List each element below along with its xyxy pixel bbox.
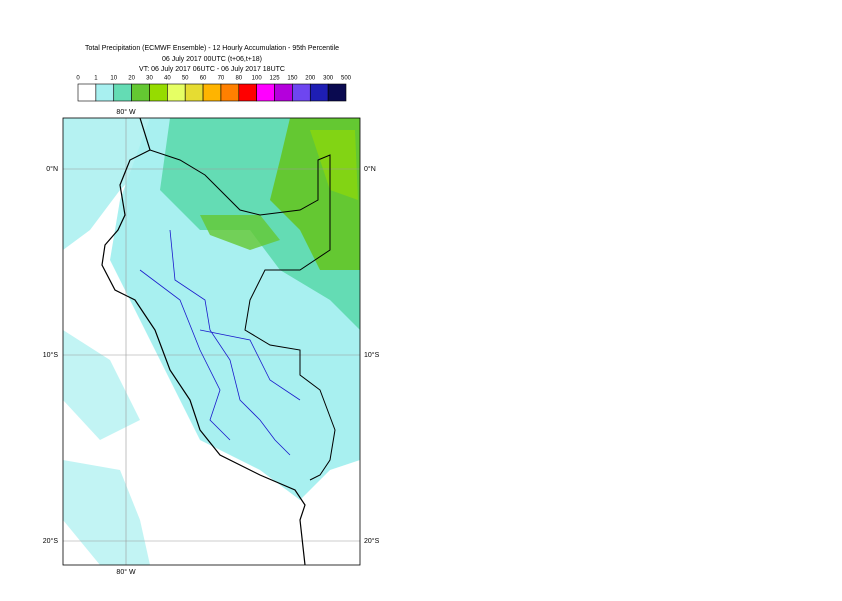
- colorbar-label: 300: [323, 76, 334, 82]
- colorbar-label: 60: [200, 76, 207, 82]
- colorbar-box: [309, 83, 329, 102]
- colorbar-label: 500: [341, 76, 352, 82]
- colorbar-label: 100: [252, 76, 263, 82]
- colorbar-label: 10: [110, 76, 117, 82]
- colorbar-box: [167, 83, 186, 102]
- colorbar-box: [95, 83, 115, 102]
- colorbar-label: 0: [76, 76, 80, 82]
- colorbar-box: [202, 83, 222, 102]
- lon-label: 80° W: [116, 108, 136, 116]
- colorbar-box: [131, 83, 150, 102]
- colorbar-box: [77, 83, 97, 102]
- lon-label: 80° W: [116, 568, 136, 576]
- colorbar-label: 150: [287, 76, 298, 82]
- colorbar-label: 50: [182, 76, 189, 82]
- lat-label: 20°S: [364, 537, 380, 545]
- lat-label: 0°N: [364, 165, 376, 173]
- colorbar-label: 20: [128, 76, 135, 82]
- colorbar-label: 30: [146, 76, 153, 82]
- title: Total Precipitation (ECMWF Ensemble) - 1…: [85, 45, 339, 52]
- colorbar: 0 1 10 20 30 40 50 60 70 80 100 125 150 200 300 500: [76, 76, 352, 102]
- colorbar-box: [113, 83, 132, 102]
- colorbar-box: [220, 83, 240, 102]
- colorbar-box: [238, 83, 257, 102]
- colorbar-label: 1: [94, 76, 98, 82]
- colorbar-label: 200: [305, 76, 316, 82]
- lat-label: 10°S: [364, 351, 380, 359]
- colorbar-box: [184, 83, 204, 102]
- colorbar-box: [274, 83, 293, 102]
- colorbar-label: 125: [270, 76, 281, 82]
- colorbar-box: [149, 83, 168, 102]
- colorbar-label: 40: [164, 76, 171, 82]
- colorbar-label: 70: [218, 76, 225, 82]
- colorbar-box: [256, 83, 275, 102]
- map: [63, 118, 360, 565]
- lat-label: 10°S: [43, 351, 59, 359]
- valid-time: VT: 06 July 2017 06UTC - 06 July 2017 18…: [139, 66, 285, 73]
- colorbar-label: 80: [235, 76, 242, 82]
- colorbar-box: [327, 83, 347, 102]
- lat-label: 20°S: [43, 537, 59, 545]
- base-time: 06 July 2017 00UTC (t+06,t+18): [162, 56, 262, 63]
- map-frame: [62, 117, 361, 566]
- colorbar-box: [292, 83, 311, 102]
- lat-label: 0°N: [46, 165, 58, 173]
